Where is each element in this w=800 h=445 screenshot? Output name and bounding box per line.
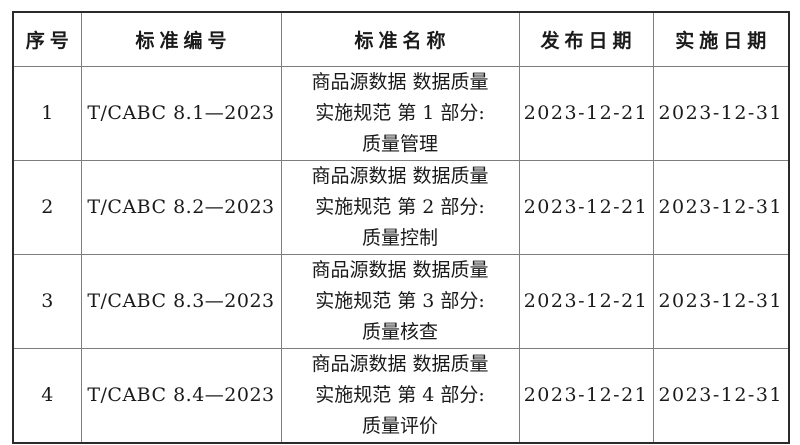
cell-publish-date: 2023-12-21 (518, 65, 654, 161)
cell-standard-code: T/CABC 8.2—2023 (80, 159, 282, 255)
standard-name-line: 实施规范 第 1 部分: (315, 101, 485, 124)
standard-name-line: 质量评价 (361, 414, 438, 437)
cell-standard-name: 商品源数据 数据质量 实施规范 第 3 部分: 质量核查 (280, 253, 520, 349)
cell-implement-date: 2023-12-31 (652, 253, 790, 349)
cell-serial-number: 2 (12, 159, 82, 255)
table-row: 4 T/CABC 8.4—2023 商品源数据 数据质量 实施规范 第 4 部分… (12, 347, 790, 443)
cell-publish-date: 2023-12-21 (518, 347, 654, 443)
table-row: 2 T/CABC 8.2—2023 商品源数据 数据质量 实施规范 第 2 部分… (12, 159, 790, 255)
cell-standard-name: 商品源数据 数据质量 实施规范 第 4 部分: 质量评价 (280, 347, 520, 443)
cell-serial-number: 3 (12, 253, 82, 349)
header-cell-serial-number: 序号 (12, 11, 82, 67)
cell-implement-date: 2023-12-31 (652, 347, 790, 443)
standard-name-line: 商品源数据 数据质量 (311, 352, 489, 375)
cell-implement-date: 2023-12-31 (652, 159, 790, 255)
header-cell-publish-date: 发布日期 (518, 11, 654, 67)
cell-standard-name: 商品源数据 数据质量 实施规范 第 1 部分: 质量管理 (280, 65, 520, 161)
cell-standard-code: T/CABC 8.3—2023 (80, 253, 282, 349)
standard-name-line: 质量核查 (361, 320, 438, 343)
standard-name-line: 质量管理 (361, 132, 438, 155)
header-cell-standard-code: 标准编号 (80, 11, 282, 67)
header-cell-standard-name: 标准名称 (280, 11, 520, 67)
cell-standard-name: 商品源数据 数据质量 实施规范 第 2 部分: 质量控制 (280, 159, 520, 255)
table-header-row: 序号 标准编号 标准名称 发布日期 实施日期 (12, 11, 790, 67)
cell-publish-date: 2023-12-21 (518, 159, 654, 255)
table-row: 1 T/CABC 8.1—2023 商品源数据 数据质量 实施规范 第 1 部分… (12, 65, 790, 161)
cell-standard-code: T/CABC 8.4—2023 (80, 347, 282, 443)
standard-name-line: 商品源数据 数据质量 (311, 258, 489, 281)
cell-serial-number: 4 (12, 347, 82, 443)
cell-serial-number: 1 (12, 65, 82, 161)
standards-table: 序号 标准编号 标准名称 发布日期 实施日期 1 T/CABC 8.1—2023… (12, 11, 790, 444)
cell-publish-date: 2023-12-21 (518, 253, 654, 349)
standard-name-line: 实施规范 第 4 部分: (315, 383, 485, 406)
cell-standard-code: T/CABC 8.1—2023 (80, 65, 282, 161)
table-row: 3 T/CABC 8.3—2023 商品源数据 数据质量 实施规范 第 3 部分… (12, 253, 790, 349)
standard-name-line: 实施规范 第 3 部分: (315, 289, 485, 312)
standard-name-line: 商品源数据 数据质量 (311, 164, 489, 187)
standard-name-line: 质量控制 (361, 226, 438, 249)
standard-name-line: 商品源数据 数据质量 (311, 70, 489, 93)
standard-name-line: 实施规范 第 2 部分: (315, 195, 485, 218)
header-cell-implement-date: 实施日期 (652, 11, 790, 67)
cell-implement-date: 2023-12-31 (652, 65, 790, 161)
